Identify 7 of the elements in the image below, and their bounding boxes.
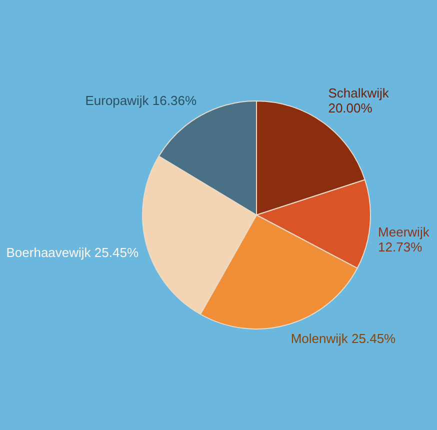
slice-label: Molenwijk 25.45%	[290, 331, 396, 346]
slice-label: Europawijk 16.36%	[85, 92, 197, 108]
data-label: 20.00%	[328, 100, 373, 116]
slice-label: Meerwijk	[378, 224, 430, 240]
data-label: 12.73%	[378, 240, 423, 255]
slice-label: Schalkwijk	[328, 85, 390, 100]
slice-label: Boerhaavewijk 25.45%	[6, 245, 139, 260]
